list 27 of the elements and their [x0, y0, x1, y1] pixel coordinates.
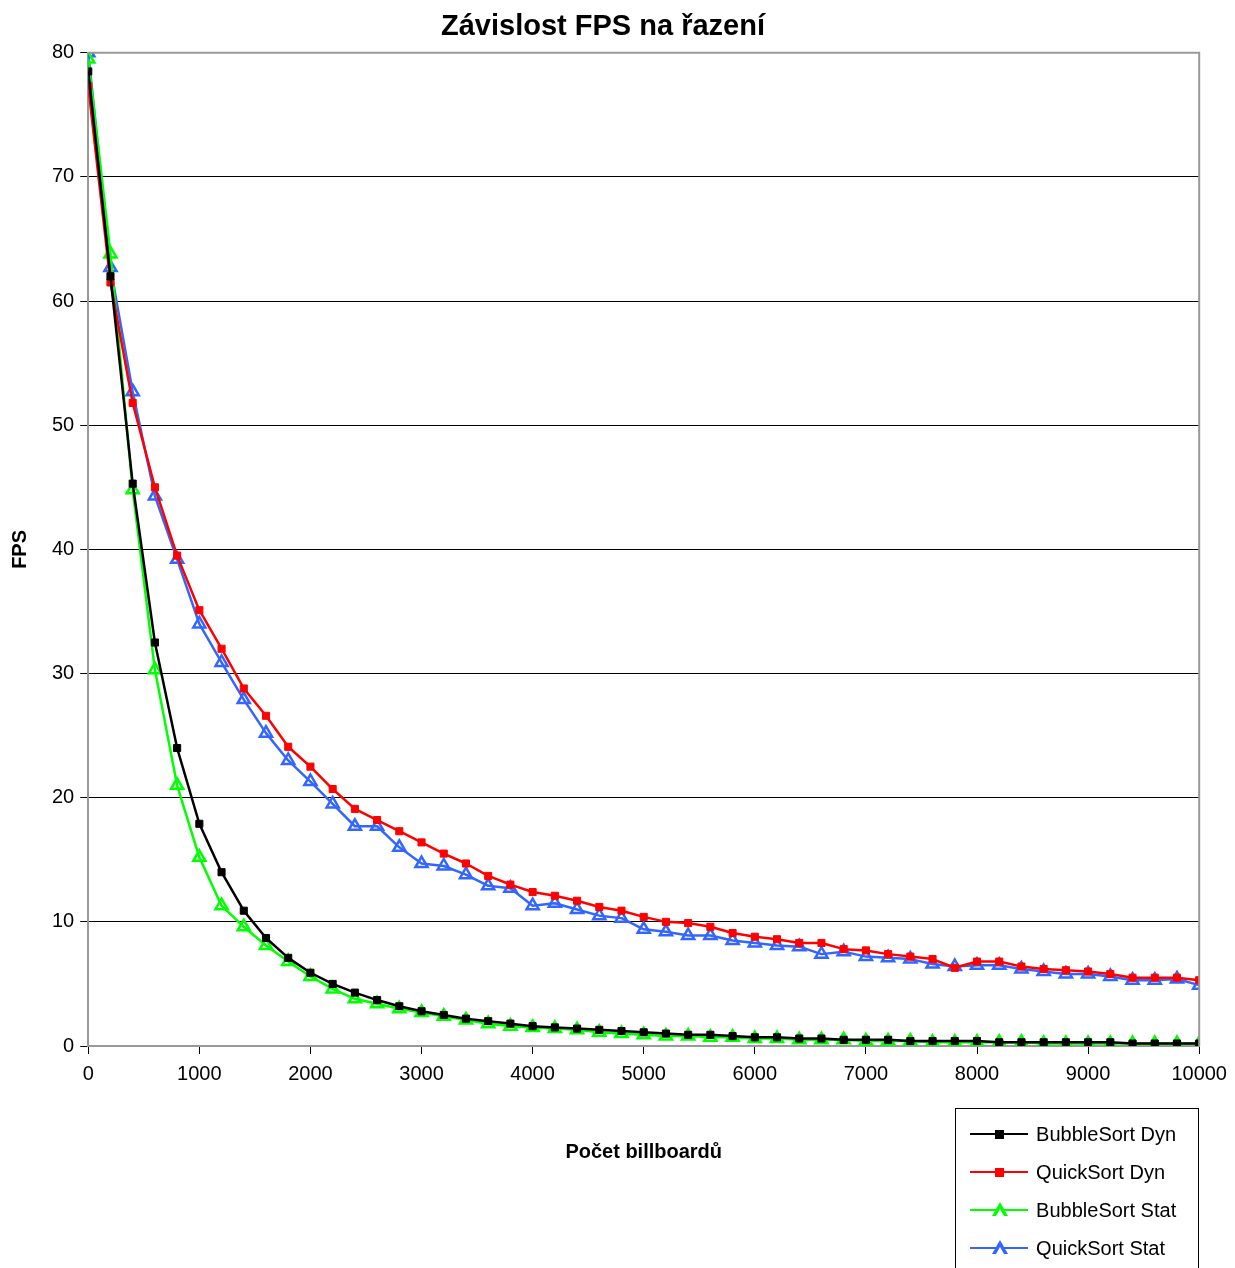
y-tick-label: 50: [52, 412, 75, 435]
x-tick-label: 7000: [843, 1061, 889, 1084]
y-tick-label: 70: [52, 164, 75, 187]
x-tick-label: 5000: [621, 1061, 666, 1084]
y-tick-label: 10: [52, 909, 75, 932]
y-tick-label: 40: [52, 536, 75, 559]
y-tick-label: 0: [63, 1033, 75, 1056]
legend-label: QuickSort Stat: [1036, 1236, 1166, 1260]
legend-label: QuickSort Dyn: [1036, 1160, 1166, 1184]
chart-title: Závislost FPS na řazení: [441, 9, 766, 42]
y-tick-label: 80: [52, 40, 75, 63]
y-axis-title: FPS: [7, 529, 30, 569]
x-tick-label: 4000: [510, 1061, 555, 1084]
x-tick-label: 0: [82, 1061, 94, 1084]
x-tick-label: 1000: [177, 1061, 222, 1084]
y-tick-label: 60: [52, 288, 75, 311]
x-tick-label: 10000: [1171, 1061, 1227, 1084]
x-tick-label: 9000: [1065, 1061, 1111, 1084]
x-tick-label: 2000: [288, 1061, 333, 1084]
y-tick-label: 20: [52, 785, 75, 808]
x-tick-label: 3000: [399, 1061, 444, 1084]
x-tick-label: 6000: [732, 1061, 778, 1084]
x-tick-label: 8000: [954, 1061, 1000, 1084]
y-tick-label: 30: [52, 661, 75, 684]
x-axis-title: Počet billboardů: [565, 1139, 723, 1162]
legend-label: BubbleSort Dyn: [1036, 1122, 1177, 1146]
legend-label: BubbleSort Stat: [1036, 1198, 1177, 1222]
